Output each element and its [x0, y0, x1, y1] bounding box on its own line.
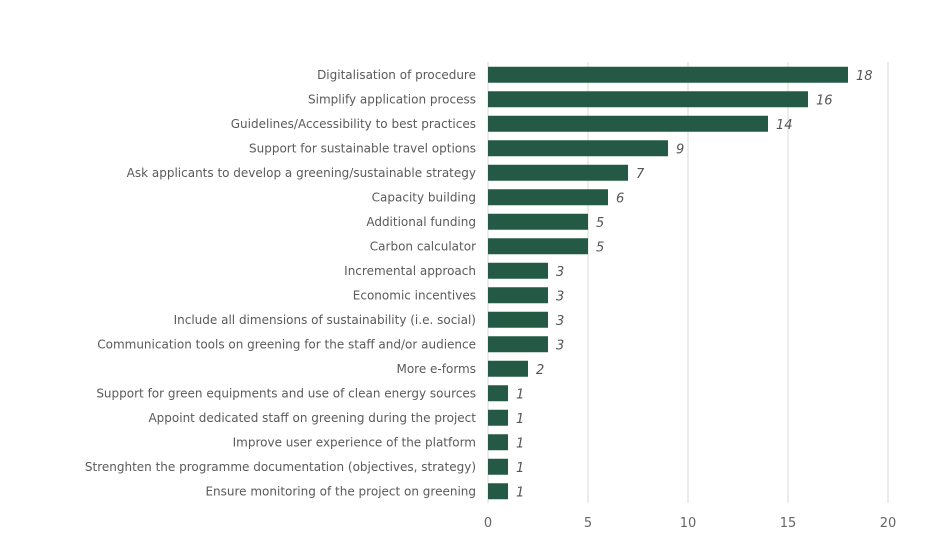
gridlines [487, 62, 889, 503]
x-tick-label: 5 [584, 516, 592, 531]
category-label: Simplify application process [308, 92, 476, 106]
data-label: 14 [776, 118, 793, 133]
bar [488, 311, 548, 328]
data-label: 16 [816, 93, 833, 108]
bar [488, 360, 528, 377]
x-axis-ticks: 0 5 10 15 20 [484, 516, 896, 531]
category-label: Economic incentives [353, 288, 476, 302]
x-tick-label: 0 [484, 516, 492, 531]
category-label: Communication tools on greening for the … [97, 337, 476, 351]
bars [488, 66, 848, 500]
x-tick-label: 20 [880, 516, 897, 531]
data-label: 1 [516, 387, 524, 402]
category-label: Ensure monitoring of the project on gree… [205, 484, 476, 498]
bar [488, 189, 608, 206]
bar [488, 409, 508, 426]
bar [488, 262, 548, 279]
data-label: 3 [556, 289, 564, 304]
data-label: 1 [516, 436, 524, 451]
category-label: Ask applicants to develop a greening/sus… [127, 166, 476, 180]
data-label: 2 [536, 363, 544, 378]
data-label: 18 [856, 69, 873, 84]
data-label: 1 [516, 461, 524, 476]
category-label: Strenghten the programme documentation (… [85, 460, 476, 474]
category-label: More e-forms [396, 362, 476, 376]
bar [488, 238, 588, 255]
category-label: Improve user experience of the platform [233, 435, 476, 449]
data-label: 1 [516, 412, 524, 427]
category-label: Additional funding [366, 215, 476, 229]
data-label: 3 [556, 314, 564, 329]
data-label: 3 [556, 338, 564, 353]
bar [488, 458, 508, 475]
bar [488, 483, 508, 500]
bar [488, 140, 668, 157]
x-tick-label: 10 [680, 516, 697, 531]
data-label: 1 [516, 485, 524, 500]
data-label: 9 [676, 142, 684, 157]
bar [488, 434, 508, 451]
bar [488, 213, 588, 230]
category-label: Support for sustainable travel options [249, 141, 476, 155]
category-label: Include all dimensions of sustainability… [174, 313, 476, 327]
bar [488, 66, 848, 83]
data-label: 3 [556, 265, 564, 280]
data-label: 7 [636, 167, 645, 182]
category-label: Digitalisation of procedure [317, 68, 476, 82]
bar [488, 91, 808, 108]
category-label: Capacity building [372, 190, 476, 204]
data-label: 6 [616, 191, 624, 206]
category-label: Carbon calculator [370, 239, 476, 253]
data-label: 5 [596, 216, 604, 231]
category-label: Incremental approach [344, 264, 476, 278]
category-labels: Digitalisation of procedure Simplify appl… [85, 68, 476, 499]
x-tick-label: 15 [780, 516, 797, 531]
category-label: Support for green equipments and use of … [96, 386, 476, 400]
bar [488, 336, 548, 353]
data-label: 5 [596, 240, 604, 255]
bar [488, 115, 768, 132]
bar [488, 164, 628, 181]
category-label: Appoint dedicated staff on greening duri… [148, 411, 476, 425]
bar [488, 385, 508, 402]
category-label: Guidelines/Accessibility to best practic… [231, 117, 476, 131]
bar [488, 287, 548, 304]
